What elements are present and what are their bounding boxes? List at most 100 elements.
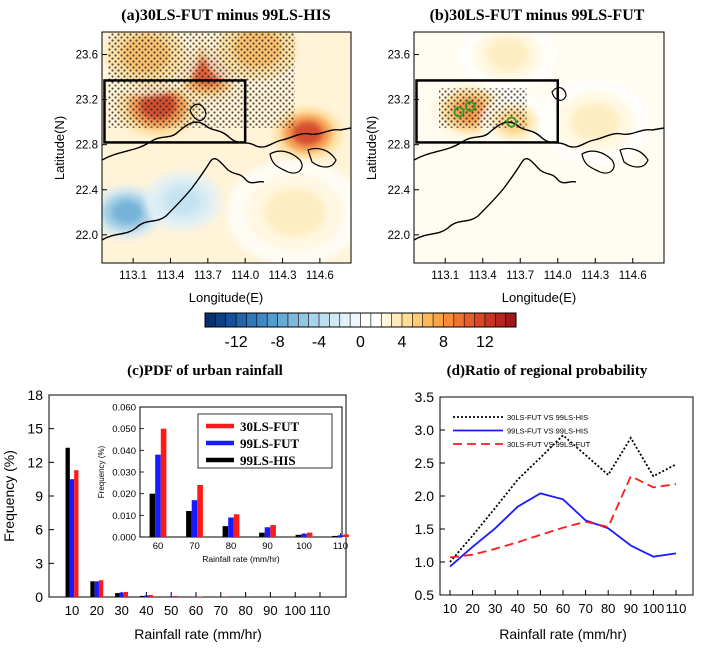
inset-bars <box>149 428 349 537</box>
inset-y-tick-label: 0.030 <box>112 468 136 479</box>
colorbar-swatch <box>391 313 403 327</box>
bar-30ls-fut <box>148 594 153 597</box>
colorbar-swatch <box>453 313 465 327</box>
y-tick-label: 23.6 <box>76 50 98 62</box>
inset-bar-99ls-fut <box>264 527 271 537</box>
panel-d-title: (d)Ratio of regional probability <box>447 363 648 379</box>
line-series-2 <box>449 492 677 568</box>
x-tick-label: 80 <box>238 603 252 618</box>
inset-xlabel: Rainfall rate (mm/hr) <box>202 554 280 564</box>
colorbar-swatch <box>401 313 413 327</box>
bar-99ls-his <box>115 593 120 597</box>
panel-a-frame <box>101 31 352 264</box>
panel-a-xlabel: Longitude(E) <box>189 290 263 305</box>
bar-99ls-his <box>65 447 70 597</box>
x-tick-label: 114.0 <box>544 270 572 282</box>
x-tick-label: 114.3 <box>581 270 609 282</box>
bar-99ls-fut <box>144 595 149 597</box>
inset-y-tick-label: 0.000 <box>112 533 136 544</box>
y-tick-label: 3 <box>35 555 43 571</box>
panel-b-ylabel: Latitude(N) <box>364 116 379 180</box>
panel-b-coastline <box>414 87 664 241</box>
bar-99ls-fut <box>69 479 75 597</box>
y-tick-label: 22.0 <box>388 230 410 242</box>
x-tick-label: 110 <box>310 603 331 618</box>
bar-99ls-fut <box>119 592 124 597</box>
colorbar-swatch <box>350 313 361 327</box>
y-tick-label: 3.0 <box>415 422 435 438</box>
panel-a-coastline <box>102 103 351 241</box>
x-tick-label: 80 <box>601 601 615 616</box>
colorbar-label: -8 <box>270 334 284 351</box>
panel-c-xlabel: Rainfall rate (mm/hr) <box>134 626 262 642</box>
colorbar-swatch <box>319 313 330 327</box>
field-patch <box>570 103 620 142</box>
y-tick-label: 22.8 <box>388 140 410 152</box>
bar-30ls-fut <box>74 470 79 597</box>
y-tick-label: 1.5 <box>415 521 435 537</box>
x-tick-label: 90 <box>263 603 277 618</box>
inset-x-tick-label: 60 <box>153 541 164 552</box>
x-tick-label: 50 <box>533 601 547 616</box>
inset-x-tick-label: 80 <box>226 541 237 552</box>
x-tick-label: 40 <box>511 601 525 616</box>
legend-label: 30LS-FUT <box>240 419 300 434</box>
bar-30ls-fut <box>123 591 129 597</box>
inset-y-tick-label: 0.050 <box>112 424 136 435</box>
panel-d-lines <box>449 434 677 568</box>
colorbar-swatch <box>339 313 351 327</box>
panel-c-y-ticks: 0 3 6 9 12 15 18 <box>27 387 54 605</box>
bar-30ls-fut <box>198 596 203 597</box>
inset-y-tick-label: 0.010 <box>112 511 136 522</box>
y-tick-label: 23.6 <box>388 50 410 62</box>
legend-label: 30LS-FUT VS 99LS-FUT <box>507 440 591 449</box>
x-tick-label: 20 <box>465 601 479 616</box>
inset-bar-99ls-fut <box>337 535 344 537</box>
x-tick-label: 90 <box>624 601 638 616</box>
panel-b-significance-hatch <box>439 88 527 128</box>
inset-bar-99ls-his <box>149 493 156 537</box>
x-tick-label: 114.6 <box>619 270 647 282</box>
inset-bar-30ls-fut <box>306 532 313 537</box>
field-patch <box>264 188 326 237</box>
colorbar-swatch <box>412 313 423 327</box>
x-tick-label: 60 <box>189 603 203 618</box>
inset-bar-99ls-his <box>186 511 192 537</box>
panel-b-y-ticks: 22.0 22.4 22.8 23.2 23.6 <box>388 50 419 242</box>
y-tick-label: 3.5 <box>415 389 435 405</box>
x-tick-label: 20 <box>90 603 104 618</box>
colorbar-swatch <box>360 313 372 327</box>
legend-label: 99LS-FUT VS 99LS-HIS <box>507 427 588 436</box>
y-tick-label: 0.5 <box>415 587 435 603</box>
colorbar-swatch <box>205 313 216 327</box>
bar-30ls-fut <box>173 595 178 597</box>
inset-x-tick-label: 70 <box>189 541 200 552</box>
inset-y-ticks: 0.000 0.010 0.020 0.030 0.040 0.050 0.060 <box>112 403 144 544</box>
colorbar-swatch <box>298 313 309 327</box>
colorbar-label: -12 <box>225 334 248 351</box>
colorbar-label: 12 <box>476 334 494 351</box>
colorbar-frame <box>204 312 517 328</box>
x-tick-label: 10 <box>443 601 457 616</box>
station-marker <box>453 106 465 118</box>
inset-y-tick-label: 0.060 <box>112 403 136 414</box>
panel-c: (c)PDF of urban rainfall 0 3 6 9 12 15 18 10 20… <box>1 363 349 642</box>
bar-99ls-his <box>139 595 145 597</box>
inset-y-tick-label: 0.020 <box>112 489 136 500</box>
colorbar-swatch <box>474 313 486 327</box>
colorbar-swatch <box>246 313 258 327</box>
y-tick-label: 22.0 <box>76 230 98 242</box>
colorbar-swatch <box>464 313 475 327</box>
panel-d: (d)Ratio of regional probability 0.5 1.0 1… <box>415 363 694 642</box>
colorbar-label: -4 <box>312 334 326 351</box>
y-tick-label: 23.2 <box>388 95 410 107</box>
x-tick-label: 30 <box>488 601 502 616</box>
x-tick-label: 113.4 <box>469 270 498 282</box>
inset-bar-30ls-fut <box>343 534 349 537</box>
legend-label: 99LS-HIS <box>240 453 296 468</box>
panel-b-station-markers <box>453 100 517 128</box>
y-tick-label: 9 <box>35 488 43 504</box>
inset-x-tick-label: 110 <box>333 541 348 552</box>
colorbar-swatch <box>308 313 320 327</box>
x-tick-label: 100 <box>643 601 665 616</box>
